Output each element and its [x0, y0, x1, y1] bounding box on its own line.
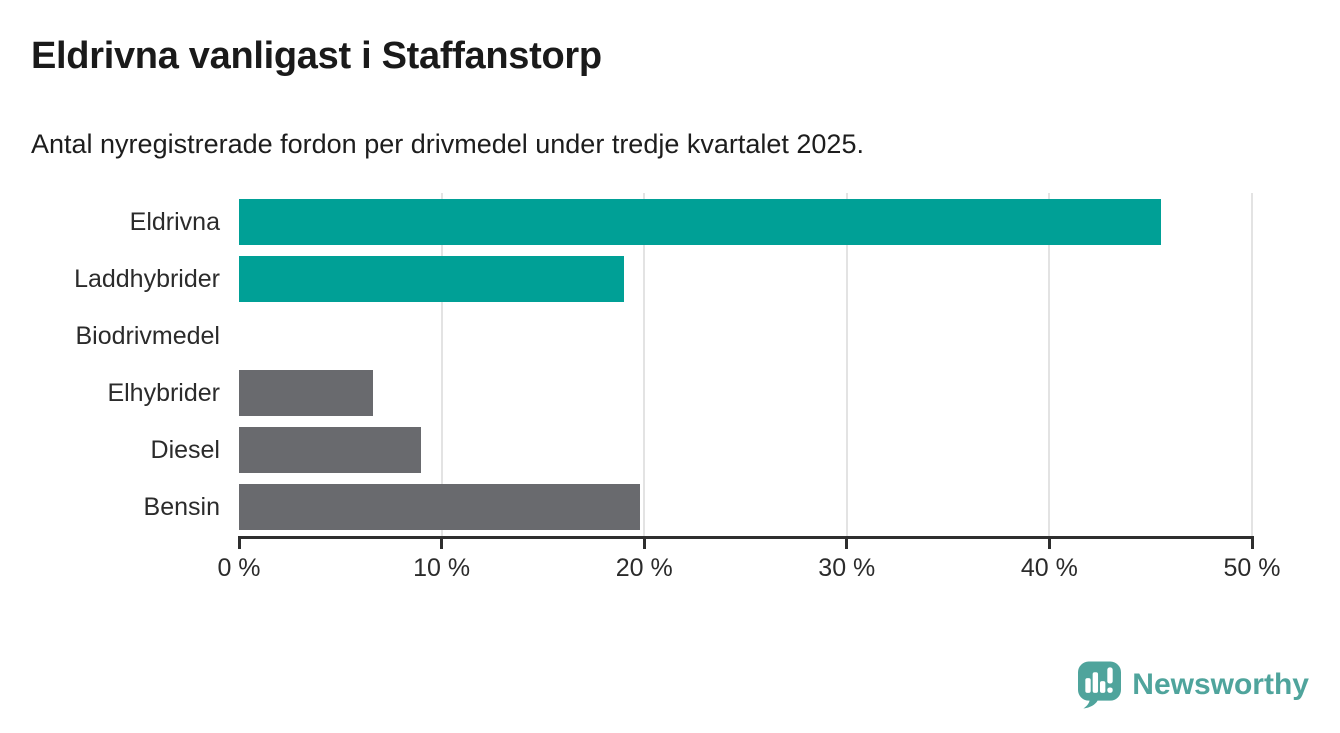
gridline	[643, 193, 646, 536]
x-axis-tick	[1250, 538, 1254, 549]
x-axis-tick-label: 40 %	[1020, 554, 1078, 582]
brand-lockup: Newsworthy	[1078, 661, 1309, 709]
gridline	[440, 193, 443, 536]
brand-name: Newsworthy	[1132, 668, 1309, 701]
x-axis-tick	[237, 538, 241, 549]
category-label: Bensin	[143, 493, 220, 522]
gridline	[845, 193, 848, 536]
gridline	[1048, 193, 1051, 536]
bar-elhybrider	[239, 370, 373, 417]
x-axis-tick-label: 10 %	[413, 554, 471, 582]
bar-laddhybrider	[239, 255, 624, 302]
x-axis-tick	[1047, 538, 1051, 549]
bar-eldrivna	[239, 198, 1161, 245]
chart-subtitle: Antal nyregistrerade fordon per drivmede…	[31, 129, 864, 159]
speech-bubble-bar-chart-icon	[1078, 661, 1122, 709]
category-label: Diesel	[150, 436, 220, 465]
x-axis-tick-label: 0 %	[217, 554, 261, 582]
category-label: Elhybrider	[107, 379, 220, 408]
x-axis-line	[238, 536, 1254, 539]
x-axis-tick	[845, 538, 849, 549]
chart-title: Eldrivna vanligast i Staffanstorp	[31, 35, 602, 77]
category-label: Eldrivna	[129, 207, 220, 236]
x-axis-tick	[642, 538, 646, 549]
category-label: Biodrivmedel	[75, 321, 220, 350]
category-label: Laddhybrider	[74, 264, 220, 293]
x-axis-tick-label: 30 %	[818, 554, 876, 582]
gridline	[1251, 193, 1253, 536]
bar-diesel	[239, 427, 422, 474]
x-axis-tick-label: 20 %	[615, 554, 673, 582]
x-axis-tick-label: 50 %	[1223, 554, 1281, 582]
bar-bensin	[239, 484, 641, 531]
x-axis-tick	[440, 538, 444, 549]
